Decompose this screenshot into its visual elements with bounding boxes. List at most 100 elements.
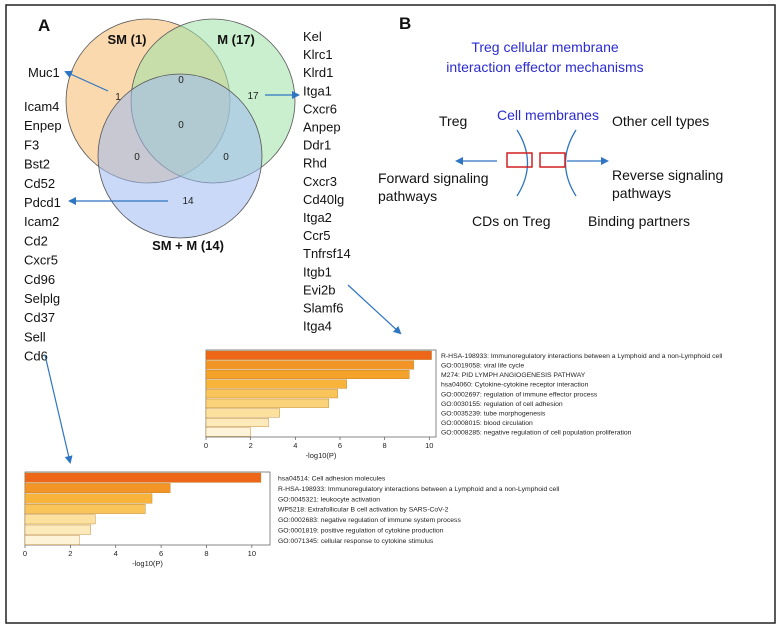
chart-bar	[24, 514, 96, 525]
gene-label: Ccr5	[303, 228, 330, 243]
m-gene-list: Kel Klrc1 Klrd1 Itga1 Cxcr6 Anpep Ddr1 Rhd Cxcr3…	[303, 29, 351, 334]
gene-label: Bst2	[24, 157, 50, 172]
gene-label: Tnfrsf14	[303, 246, 351, 261]
arrow-smm-to-chart2	[44, 354, 73, 464]
cds-on-treg-label: CDs on Treg	[472, 213, 551, 229]
x-axis-label: -log10(P)	[306, 451, 337, 460]
x-tick-label: 0	[204, 441, 208, 450]
treg-label: Treg	[439, 113, 467, 129]
gene-label: Evi2b	[303, 282, 336, 297]
x-tick-label: 6	[159, 549, 163, 558]
chart-bar	[24, 535, 80, 546]
panel-b-letter: B	[399, 14, 411, 33]
gene-label: Cd2	[24, 233, 48, 248]
venn-count-sm-smm: 0	[134, 152, 140, 163]
chart-bar	[24, 524, 91, 535]
gene-label: Itga2	[303, 210, 332, 225]
gene-label: F3	[24, 137, 39, 152]
x-tick-label: 4	[293, 441, 297, 450]
gene-label: Cd52	[24, 176, 55, 191]
category-label: WP5218: Extrafollicular B cell activatio…	[278, 507, 449, 514]
x-tick-label: 0	[23, 549, 27, 558]
venn-label-m: M (17)	[217, 32, 255, 47]
category-label: GO:0001819: positive regulation of cytok…	[278, 527, 444, 534]
venn-label-smm: SM + M (14)	[152, 238, 224, 253]
chart-bar	[24, 504, 146, 514]
treg-membrane-curve	[516, 129, 529, 197]
category-label: GO:0045321: leukocyte activation	[278, 496, 380, 503]
reverse-signaling-line1: Reverse signaling	[612, 167, 723, 183]
cd-box-left	[506, 152, 533, 168]
category-label: GO:0071345: cellular response to cytokin…	[278, 538, 434, 545]
panel-b-title-line1: Treg cellular membrane	[471, 39, 619, 55]
gene-label: Cxcr5	[24, 253, 58, 268]
category-label: GO:0030155: regulation of cell adhesion	[441, 401, 563, 408]
forward-signaling-line2: pathways	[378, 188, 437, 204]
gene-label: Enpep	[24, 118, 62, 133]
gene-label: Selplg	[24, 291, 60, 306]
gene-label: Sell	[24, 329, 46, 344]
gene-label: Cd40lg	[303, 192, 344, 207]
cell-membranes-label: Cell membranes	[497, 107, 599, 123]
enrichment-chart-m: R-HSA-198933: Immunoregulatory interacti…	[204, 349, 723, 460]
gene-label: Slamf6	[303, 301, 343, 316]
chart-bar	[205, 418, 269, 428]
panel-a-letter: A	[38, 16, 50, 35]
enrichment-chart-smm: hsa04514: Cell adhesion molecules R-HSA-1…	[23, 471, 560, 568]
venn-count-smm-only: 14	[182, 196, 194, 207]
gene-label: Itga4	[303, 319, 332, 334]
gene-label: Icam2	[24, 214, 59, 229]
gene-label: Klrc1	[303, 47, 333, 62]
x-tick-label: 10	[248, 549, 256, 558]
gene-label: Cd37	[24, 310, 55, 325]
chart-bar	[205, 398, 330, 408]
gene-label: Rhd	[303, 156, 327, 171]
x-tick-label: 2	[249, 441, 253, 450]
x-tick-label: 6	[338, 441, 342, 450]
venn-label-sm: SM (1)	[108, 32, 147, 47]
gene-label: Icam4	[24, 99, 59, 114]
gene-label: Itga1	[303, 83, 332, 98]
gene-label: Kel	[303, 29, 322, 44]
category-label: GO:0008015: blood circulation	[441, 420, 533, 427]
category-label: GO:0008285: negative regulation of cell …	[441, 430, 632, 437]
arrow-to-muc1	[64, 70, 109, 92]
category-label: GO:0002683: negative regulation of immun…	[278, 517, 461, 524]
chart-bar	[205, 408, 280, 418]
chart-bar	[24, 493, 153, 504]
cd-box-right	[539, 152, 566, 168]
category-label: hsa04514: Cell adhesion molecules	[278, 475, 386, 482]
gene-label: Cd96	[24, 272, 55, 287]
gene-label: Itgb1	[303, 264, 332, 279]
gene-label: Anpep	[303, 120, 341, 135]
chart-bar	[205, 389, 338, 399]
gene-label: Cxcr6	[303, 101, 337, 116]
x-tick-label: 10	[425, 441, 433, 450]
chart-bar	[205, 360, 414, 370]
category-label: M274: PID LYMPH ANGIOGENESIS PATHWAY	[441, 372, 586, 379]
x-tick-label: 8	[383, 441, 387, 450]
sm-gene-label: Muc1	[28, 65, 60, 80]
forward-signaling-line1: Forward signaling	[378, 170, 489, 186]
category-label: R-HSA-198933: Immunoregulatory interacti…	[278, 486, 560, 493]
smm-gene-list: Icam4 Enpep F3 Bst2 Cd52 Pdcd1 Icam2 Cd2 Cxcr5 Cd…	[24, 99, 62, 364]
category-label: GO:0035239: tube morphogenesis	[441, 411, 546, 418]
chart-bar	[205, 370, 410, 380]
chart-bar	[205, 350, 432, 360]
panel-b: B Treg cellular membrane interaction eff…	[378, 14, 723, 229]
gene-label: Klrd1	[303, 65, 333, 80]
venn-count-m-smm: 0	[223, 152, 229, 163]
reverse-signaling-line2: pathways	[612, 185, 671, 201]
category-label: R-HSA-198933: Immunoregulatory interacti…	[441, 353, 723, 360]
x-tick-label: 2	[68, 549, 72, 558]
venn-count-m-only: 17	[247, 91, 259, 102]
panel-b-title-line2: interaction effector mechanisms	[446, 59, 643, 75]
gene-label: Cd6	[24, 349, 48, 364]
binding-partners-label: Binding partners	[588, 213, 690, 229]
chart-bar	[205, 379, 347, 389]
x-axis-label: -log10(P)	[132, 559, 163, 568]
chart-bar	[24, 472, 262, 483]
venn-count-center: 0	[178, 120, 184, 131]
